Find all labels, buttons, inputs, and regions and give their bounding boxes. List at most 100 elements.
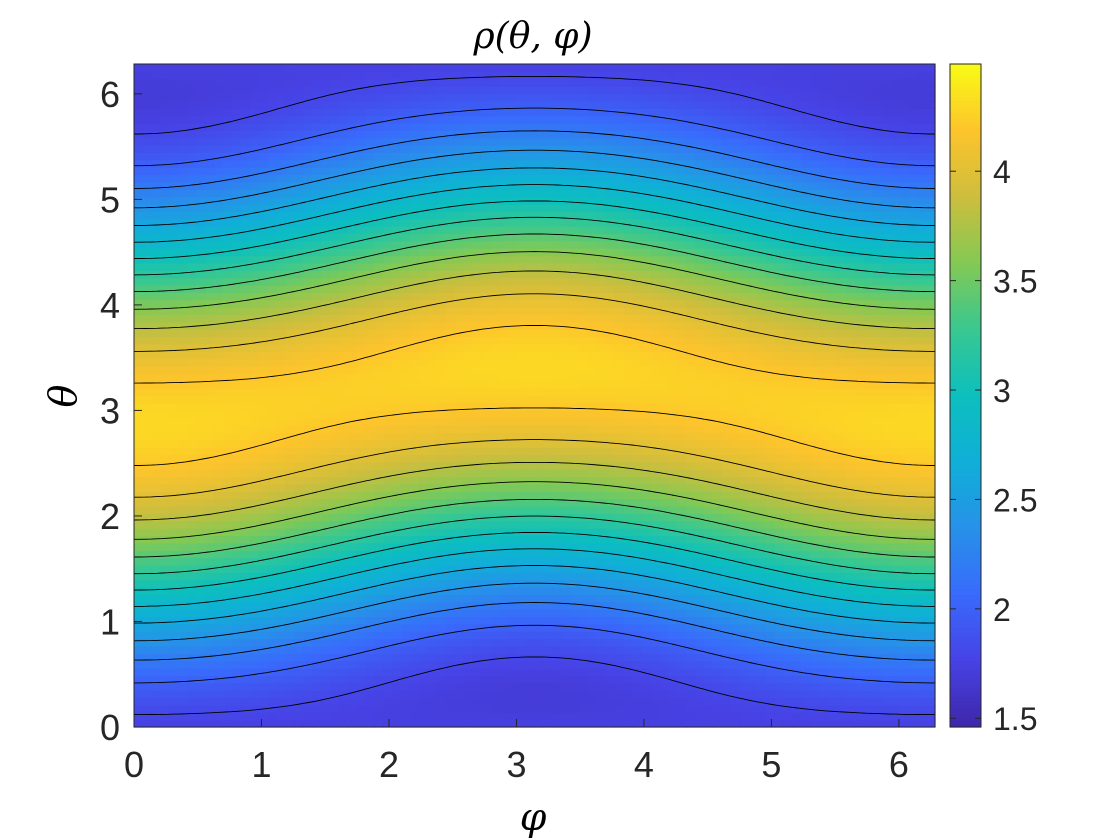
heatmap-cell bbox=[587, 697, 598, 706]
heatmap-cell bbox=[445, 550, 455, 559]
heatmap-cell bbox=[338, 638, 349, 647]
heatmap-cell bbox=[507, 410, 518, 419]
heatmap-cell bbox=[320, 307, 331, 316]
heatmap-cell bbox=[570, 226, 580, 235]
heatmap-cell bbox=[356, 366, 366, 374]
heatmap-cell bbox=[445, 498, 455, 507]
heatmap-cell bbox=[169, 181, 180, 190]
heatmap-cell bbox=[490, 211, 500, 220]
heatmap-cell bbox=[249, 130, 260, 139]
heatmap-cell bbox=[454, 203, 464, 212]
heatmap-cell bbox=[223, 424, 233, 433]
heatmap-cell bbox=[240, 417, 251, 426]
heatmap-cell bbox=[463, 373, 473, 382]
heatmap-cell bbox=[365, 299, 375, 308]
heatmap-cell bbox=[481, 719, 491, 728]
heatmap-cell bbox=[454, 491, 464, 500]
heatmap-cell bbox=[151, 366, 162, 374]
heatmap-cell bbox=[160, 557, 171, 566]
heatmap-cell bbox=[294, 240, 304, 249]
heatmap-cell bbox=[240, 719, 251, 728]
heatmap-cell bbox=[338, 64, 349, 72]
heatmap-cell bbox=[294, 609, 304, 618]
heatmap-cell bbox=[596, 506, 607, 514]
heatmap-cell bbox=[507, 439, 518, 448]
heatmap-cell bbox=[178, 93, 188, 102]
heatmap-cell bbox=[383, 631, 393, 640]
heatmap-cell bbox=[374, 130, 384, 139]
heatmap-cell bbox=[365, 174, 375, 183]
heatmap-cell bbox=[329, 476, 340, 485]
heatmap-cell bbox=[231, 64, 242, 72]
heatmap-cell bbox=[498, 616, 509, 625]
heatmap-cell bbox=[392, 476, 402, 485]
heatmap-cell bbox=[516, 64, 527, 72]
heatmap-cell bbox=[249, 668, 260, 677]
heatmap-cell bbox=[392, 145, 402, 153]
heatmap-cell bbox=[596, 270, 607, 279]
heatmap-cell bbox=[294, 697, 304, 706]
heatmap-cell bbox=[409, 152, 420, 161]
heatmap-cell bbox=[223, 248, 233, 257]
heatmap-cell bbox=[347, 115, 358, 124]
heatmap-cell bbox=[338, 122, 349, 131]
heatmap-cell bbox=[605, 469, 616, 478]
heatmap-cell bbox=[258, 130, 269, 139]
heatmap-cell bbox=[223, 410, 233, 419]
heatmap-cell bbox=[329, 704, 340, 713]
heatmap-cell bbox=[454, 255, 464, 264]
heatmap-cell bbox=[214, 402, 224, 411]
heatmap-cell bbox=[445, 314, 455, 323]
heatmap-cell bbox=[160, 395, 171, 404]
heatmap-cell bbox=[614, 366, 625, 374]
heatmap-cell bbox=[151, 587, 162, 595]
heatmap-cell bbox=[374, 417, 384, 426]
heatmap-cell bbox=[490, 152, 500, 161]
heatmap-cell bbox=[338, 402, 349, 411]
heatmap-cell bbox=[525, 542, 536, 551]
heatmap-cell bbox=[401, 343, 411, 352]
heatmap-cell bbox=[134, 64, 144, 72]
heatmap-cell bbox=[392, 697, 402, 706]
heatmap-cell bbox=[570, 122, 580, 131]
heatmap-cell bbox=[507, 181, 518, 190]
heatmap-cell bbox=[196, 498, 206, 507]
heatmap-cell bbox=[294, 277, 304, 286]
heatmap-cell bbox=[472, 122, 482, 131]
heatmap-cell bbox=[169, 579, 180, 588]
heatmap-cell bbox=[454, 601, 464, 610]
heatmap-cell bbox=[543, 262, 553, 271]
heatmap-cell bbox=[312, 351, 322, 360]
heatmap-cell bbox=[543, 115, 553, 124]
heatmap-cell bbox=[543, 203, 553, 212]
heatmap-cell bbox=[605, 609, 616, 618]
heatmap-cell bbox=[463, 491, 473, 500]
heatmap-cell bbox=[223, 174, 233, 183]
heatmap-cell bbox=[409, 145, 420, 153]
heatmap-cell bbox=[507, 86, 518, 95]
heatmap-cell bbox=[498, 329, 509, 338]
heatmap-cell bbox=[498, 211, 509, 220]
heatmap-cell bbox=[347, 395, 358, 404]
heatmap-cell bbox=[427, 108, 438, 117]
heatmap-cell bbox=[552, 469, 562, 478]
heatmap-cell bbox=[365, 542, 375, 551]
heatmap-cell bbox=[169, 189, 180, 198]
heatmap-cell bbox=[240, 653, 251, 662]
heatmap-cell bbox=[552, 93, 562, 102]
heatmap-cell bbox=[516, 402, 527, 411]
heatmap-cell bbox=[329, 447, 340, 456]
heatmap-cell bbox=[472, 439, 482, 448]
heatmap-cell bbox=[490, 528, 500, 537]
heatmap-cell bbox=[240, 528, 251, 537]
heatmap-cell bbox=[401, 211, 411, 220]
heatmap-cell bbox=[418, 623, 429, 632]
heatmap-cell bbox=[249, 388, 260, 397]
heatmap-cell bbox=[169, 410, 180, 419]
heatmap-cell bbox=[409, 277, 420, 286]
heatmap-cell bbox=[205, 130, 215, 139]
heatmap-cell bbox=[223, 285, 233, 293]
heatmap-cell bbox=[169, 226, 180, 235]
heatmap-cell bbox=[276, 248, 286, 257]
heatmap-cell bbox=[401, 638, 411, 647]
